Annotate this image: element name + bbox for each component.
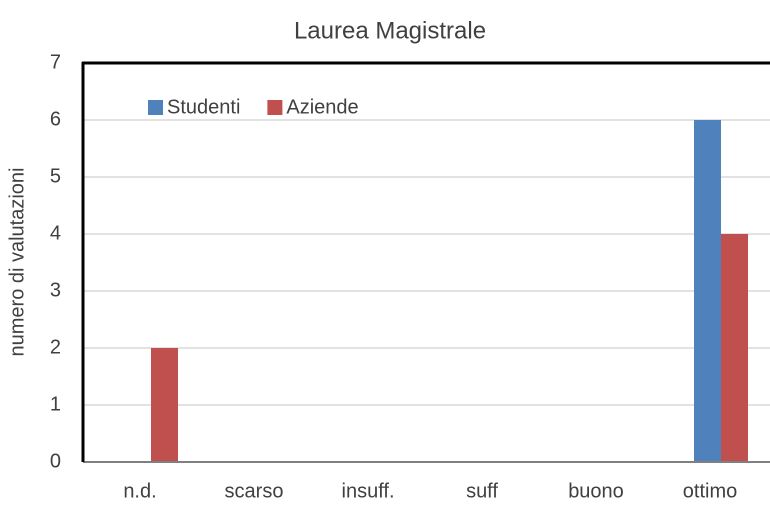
- legend-swatch: [267, 100, 283, 115]
- chart-title: Laurea Magistrale: [294, 17, 486, 44]
- x-tick-label: n.d.: [123, 480, 156, 502]
- legend-label: Studenti: [167, 96, 240, 118]
- x-tick-label: scarso: [225, 480, 284, 502]
- y-tick-label: 5: [50, 165, 61, 187]
- x-tick-label: ottimo: [683, 480, 737, 502]
- y-tick-label: 6: [50, 108, 61, 130]
- bar: [151, 348, 178, 462]
- y-tick-label: 7: [50, 51, 61, 73]
- legend-label: Aziende: [286, 96, 358, 118]
- bar: [721, 234, 748, 462]
- legend-swatch: [148, 100, 163, 115]
- y-tick-label: 0: [50, 450, 61, 472]
- y-tick-label: 4: [50, 222, 61, 244]
- x-tick-label: buono: [568, 480, 624, 502]
- y-tick-label: 1: [50, 393, 61, 415]
- x-tick-label: insuff.: [342, 480, 395, 502]
- x-tick-label: suff: [466, 480, 498, 502]
- y-tick-label: 2: [50, 336, 61, 358]
- y-tick-label: 3: [50, 279, 61, 301]
- y-axis-label: numero di valutazioni: [6, 168, 28, 357]
- bar: [694, 120, 721, 462]
